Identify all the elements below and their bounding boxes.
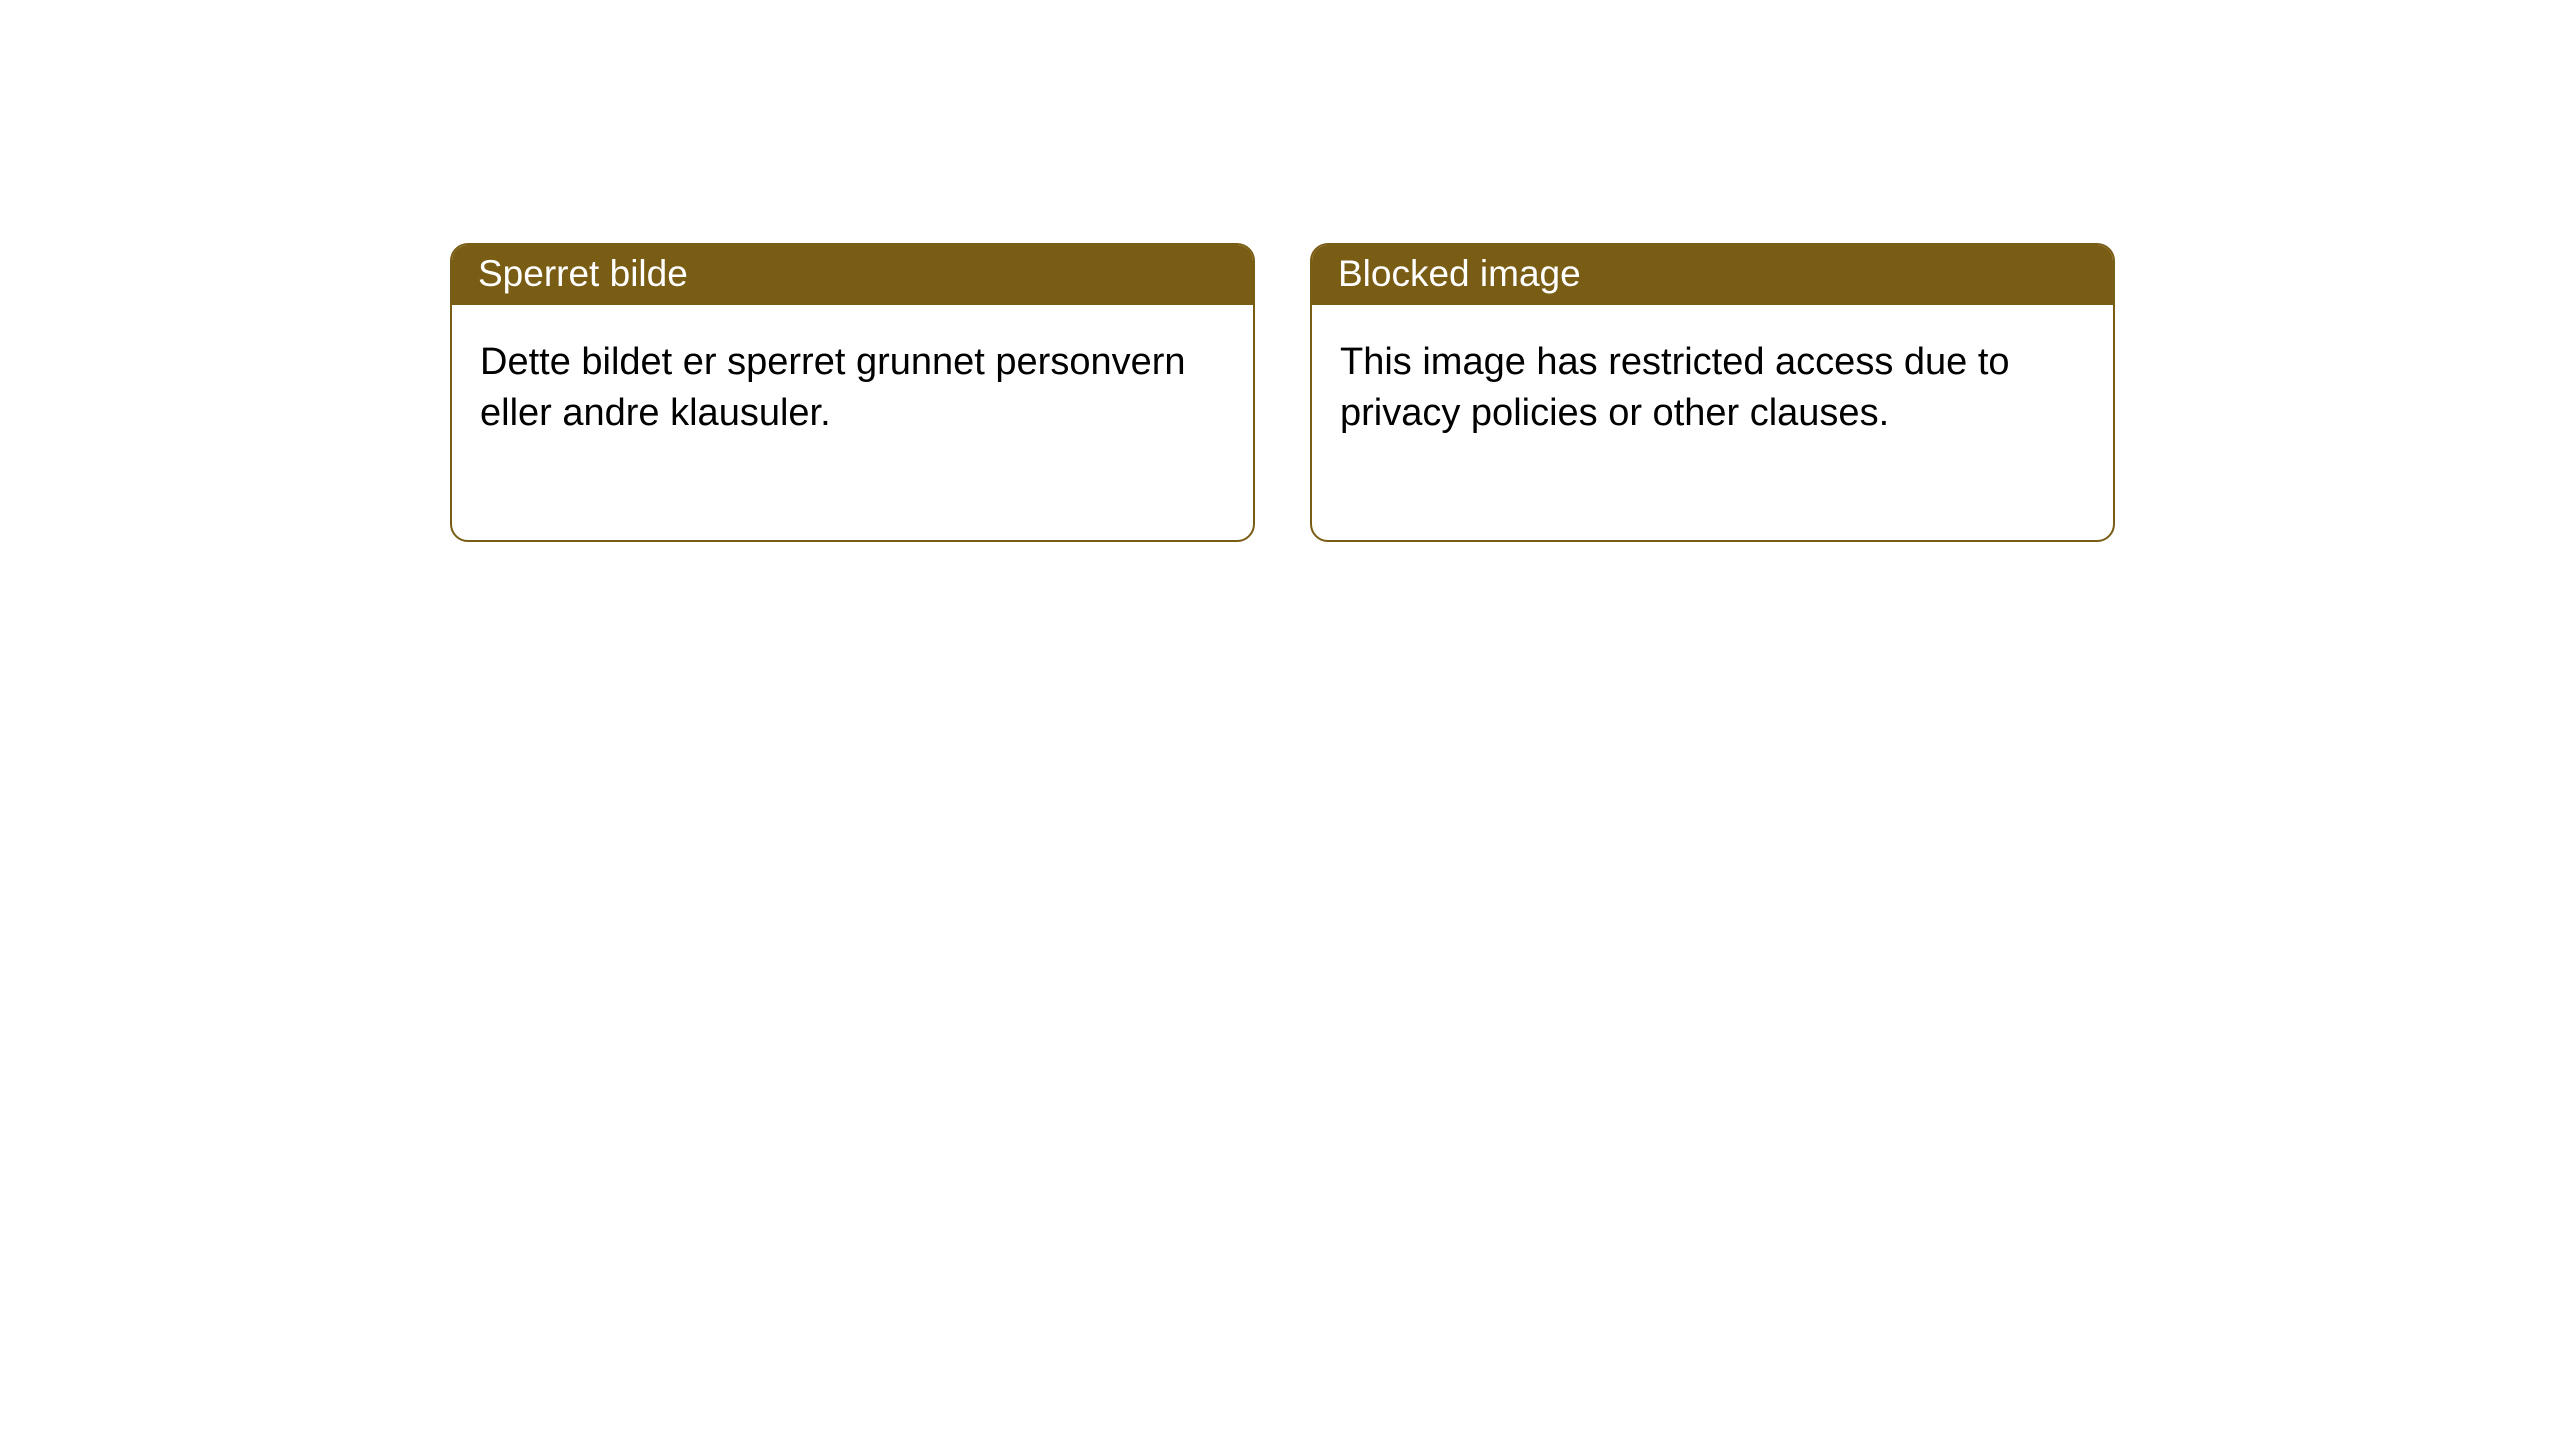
notice-body: This image has restricted access due to …: [1312, 305, 2113, 540]
notice-card-norwegian: Sperret bilde Dette bildet er sperret gr…: [450, 243, 1255, 542]
notice-body: Dette bildet er sperret grunnet personve…: [452, 305, 1253, 540]
blocked-image-notices: Sperret bilde Dette bildet er sperret gr…: [450, 243, 2115, 542]
notice-title: Blocked image: [1312, 245, 2113, 305]
notice-title: Sperret bilde: [452, 245, 1253, 305]
notice-card-english: Blocked image This image has restricted …: [1310, 243, 2115, 542]
